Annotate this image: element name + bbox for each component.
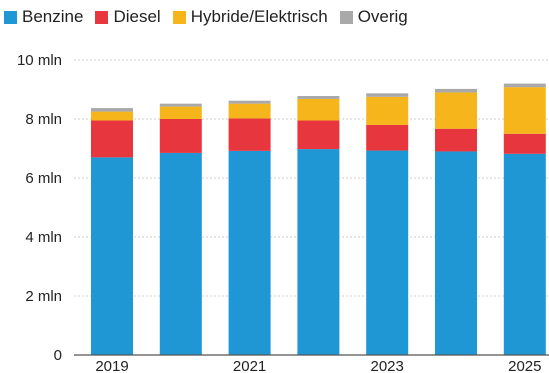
bar-segment-benzine [503, 153, 546, 355]
bar-segment-hybride-elektrisch [297, 98, 340, 121]
bar-segment-benzine [91, 157, 133, 355]
legend-item-diesel: Diesel [95, 7, 161, 27]
bar-segment-benzine [159, 152, 202, 355]
bar-segment-hybride-elektrisch [91, 111, 133, 121]
bar-segment-overig [366, 93, 409, 97]
y-tick-label: 2 mln [25, 288, 62, 305]
legend-label-hybride-elektrisch: Hybride/Elektrisch [190, 7, 328, 26]
bar-segment-benzine [228, 150, 271, 355]
bar-segment-hybride-elektrisch [366, 96, 409, 125]
x-tick-label: 2021 [233, 358, 266, 373]
bar-segment-overig [435, 88, 477, 93]
bar-segment-benzine [297, 149, 340, 355]
bar-segment-diesel [366, 124, 409, 151]
bar-segment-diesel [435, 128, 477, 152]
bar-segment-overig [228, 100, 271, 104]
y-tick-label: 6 mln [25, 170, 62, 187]
legend-label-diesel: Diesel [113, 7, 161, 26]
bar-segment-hybride-elektrisch [435, 92, 477, 129]
bar-segment-diesel [159, 119, 202, 153]
y-tick-label: 8 mln [25, 111, 62, 128]
legend-label-overig: Overig [357, 7, 408, 26]
legend-swatch-hybride-elektrisch [172, 10, 186, 24]
legend-item-overig: Overig [339, 7, 408, 27]
legend-label-benzine: Benzine [22, 7, 84, 26]
bar-segment-diesel [297, 120, 340, 150]
bar-segment-hybride-elektrisch [159, 106, 202, 119]
x-tick-label: 2025 [508, 358, 541, 373]
y-tick-label: 0 [54, 347, 62, 364]
bar-segment-overig [159, 103, 202, 107]
y-tick-label: 10 mln [17, 52, 62, 69]
x-tick-label: 2023 [371, 358, 404, 373]
bar-segment-diesel [228, 118, 271, 151]
bar-segment-hybride-elektrisch [228, 103, 271, 119]
legend-swatch-diesel [95, 10, 109, 24]
x-tick-label: 2019 [95, 358, 128, 373]
bar-segment-overig [297, 95, 340, 99]
bar-segment-hybride-elektrisch [503, 87, 546, 134]
bar-segment-diesel [91, 120, 133, 158]
bar-segment-overig [503, 83, 546, 88]
y-tick-label: 4 mln [25, 229, 62, 246]
legend-swatch-overig [339, 10, 353, 24]
bar-segment-diesel [503, 133, 546, 154]
bar-segment-overig [91, 108, 133, 112]
bar-segment-benzine [366, 150, 409, 355]
legend-item-hybride-elektrisch: Hybride/Elektrisch [172, 7, 328, 27]
bar-segment-benzine [435, 151, 477, 355]
legend: Benzine Diesel Hybride/Elektrisch Overig [4, 6, 408, 28]
legend-item-benzine: Benzine [4, 7, 83, 27]
legend-swatch-benzine [4, 10, 17, 24]
